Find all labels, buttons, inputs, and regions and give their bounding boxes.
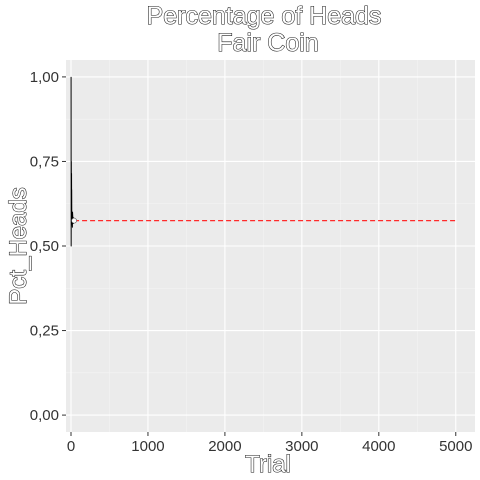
y-tick-label: 0,00 xyxy=(30,407,59,424)
chart-subtitle: Fair Coin xyxy=(217,29,318,57)
x-tick-label: 1000 xyxy=(131,438,164,455)
y-tick-label: 0,75 xyxy=(30,153,59,170)
x-axis-title: Trial xyxy=(245,451,291,478)
y-tick-label: 1,00 xyxy=(30,69,59,86)
x-tick-label: 3000 xyxy=(285,438,318,455)
x-axis-ticks: 0 1000 2000 3000 4000 5000 xyxy=(67,432,472,455)
y-tick-label: 0,25 xyxy=(30,323,59,340)
chart-title: Percentage of Heads xyxy=(147,2,382,30)
y-tick-label: 0,50 xyxy=(30,238,59,255)
x-tick-label: 4000 xyxy=(362,438,395,455)
series-layer xyxy=(70,76,456,247)
y-axis-ticks: 0,00 0,25 0,50 0,75 1,00 xyxy=(30,69,66,424)
x-tick-label: 2000 xyxy=(208,438,241,455)
x-tick-label: 5000 xyxy=(439,438,472,455)
x-tick-label: 0 xyxy=(67,438,75,455)
y-axis-title: Pct_Heads xyxy=(5,187,32,304)
final-point xyxy=(71,217,77,224)
